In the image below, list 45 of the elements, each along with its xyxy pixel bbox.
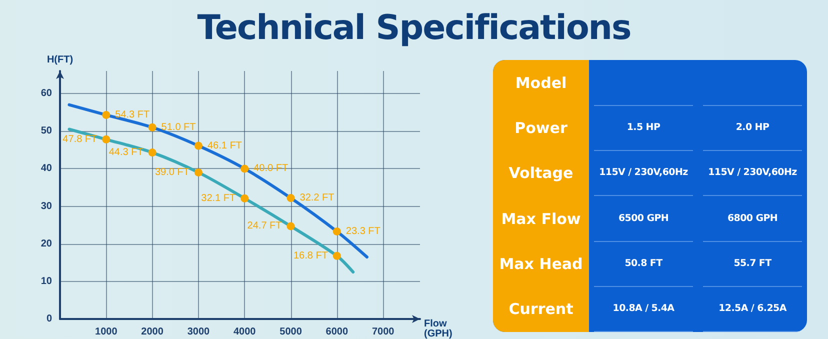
data-label: 46.1 FT [207,140,242,152]
data-label: 32.1 FT [201,192,236,204]
text: 10.8A / 5.4A [594,286,693,332]
chart-title: Technical Specifications [196,8,632,48]
x-tick-label: 1000 [95,326,118,338]
y-axis-title: H(FT) [46,54,74,66]
data-label: 54.3 FT [115,109,150,120]
x-tick-label: 2000 [141,326,164,338]
category-label: Max Flow [493,196,589,242]
category-label: Model [493,60,589,106]
y-tick-label: 50 [40,126,52,137]
text: 55.7 FT [703,240,802,287]
text: 115V / 230V,60Hz [703,150,802,196]
text: 50.8 FT [594,240,693,287]
y-tick-label: 10 [40,276,52,287]
text: 6500 GPH [594,195,693,242]
x-tick-label: 7000 [372,326,395,338]
text: 1.5 HP [594,104,693,152]
category-label: Current [493,286,589,332]
data-label: 51.0 FT [161,122,196,133]
category-label: Voltage [493,150,589,196]
text: 115V / 230V,60Hz [594,150,693,196]
data-label: 24.7 FT [247,220,282,232]
y-tick-label: 30 [40,200,52,212]
data-label: 47.8 FT [62,134,98,145]
y-tick-label: 60 [40,88,52,100]
text: 2.0 HP [703,104,802,152]
data-label: 32.2 FT [300,192,334,204]
data-label: 40.0 FT [254,163,288,174]
data-label: 39.0 FT [154,166,190,178]
x-tick-label: 4000 [233,326,256,338]
text: 6800 GPH [703,195,802,242]
category-label: Max Head [493,241,589,286]
x-axis-title: Flow (GPH) [424,318,452,339]
x-tick-label: 3000 [187,326,210,338]
y-tick-label: 0 [46,314,52,324]
y-tick-label: 40 [40,163,52,174]
data-label: 44.3 FT [108,147,144,158]
y-tick-label: 20 [40,238,52,250]
data-label: 16.8 FT [293,250,328,262]
text: 12.5A / 6.25A [703,286,802,332]
x-tick-label: 6000 [326,326,348,338]
category-label: Power [493,105,589,151]
x-tick-label: 5000 [280,326,302,338]
data-label: 23.3 FT [346,226,380,237]
